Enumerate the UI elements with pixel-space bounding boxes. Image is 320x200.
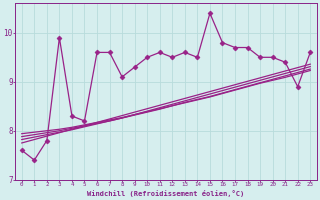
X-axis label: Windchill (Refroidissement éolien,°C): Windchill (Refroidissement éolien,°C) xyxy=(87,190,244,197)
